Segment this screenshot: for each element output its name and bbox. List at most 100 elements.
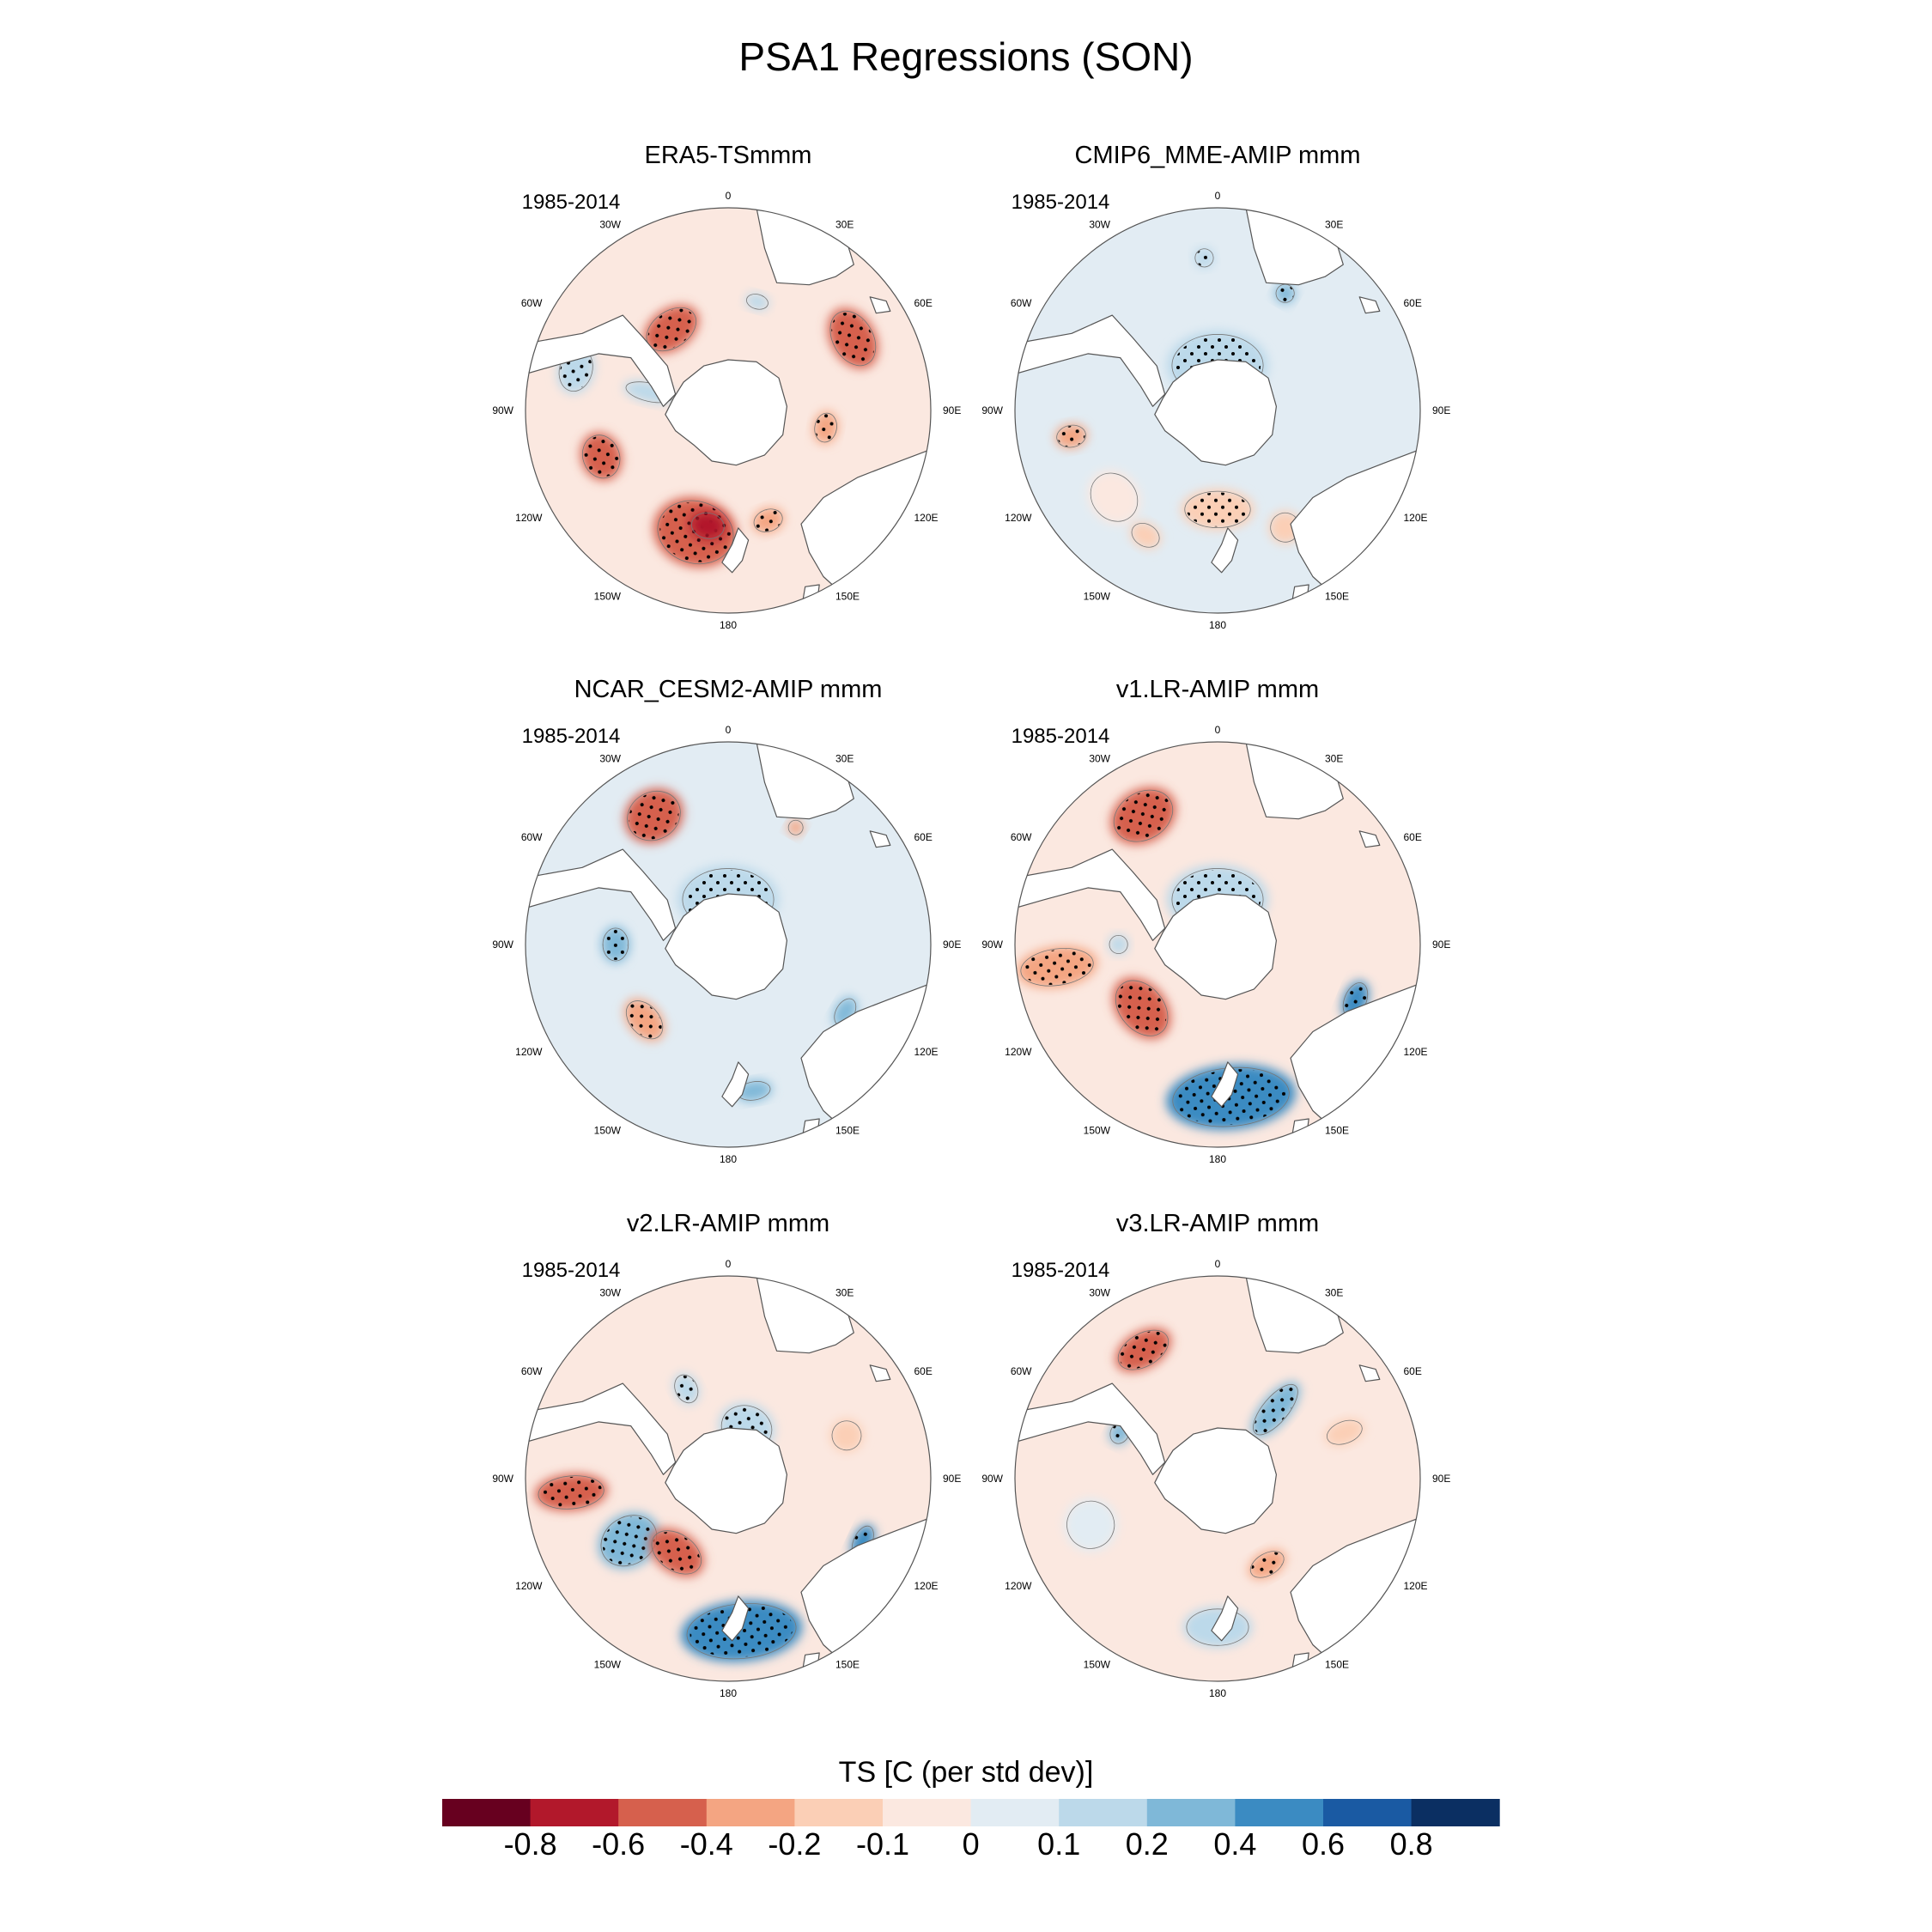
contour-line: [1184, 490, 1251, 529]
significance-stipple: [629, 792, 679, 840]
panel-title: v1.LR-AMIP mmm: [1116, 676, 1319, 703]
lon-label: 0: [1215, 1258, 1221, 1270]
contour-line: [627, 790, 681, 841]
lon-label: 120W: [515, 1580, 543, 1592]
colorbar-box: [1411, 1799, 1500, 1826]
colorbar-labels: -0.8 -0.6 -0.4 -0.2 -0.1 0 0.1 0.2 0.4 0.6 0.8: [504, 1826, 1433, 1862]
contour-line: [814, 412, 837, 443]
lon-label: 60W: [1011, 1365, 1032, 1377]
significance-stipple: [1251, 1552, 1284, 1577]
lon-label: 90E: [1432, 1473, 1450, 1485]
significance-stipple: [675, 1376, 698, 1402]
colorbar-box: [530, 1799, 619, 1826]
contour-line: [600, 1515, 658, 1567]
land-antarctica: [1154, 893, 1278, 1000]
colorbar-tick-label: -0.6: [592, 1826, 645, 1862]
anomaly-region: [787, 819, 805, 836]
lon-label: 30W: [1089, 753, 1110, 765]
lon-label: 150E: [1325, 1659, 1349, 1671]
land-madagascar: [1358, 1364, 1381, 1382]
land-antarctica: [665, 1427, 788, 1534]
panel-title: v3.LR-AMIP mmm: [1116, 1210, 1319, 1237]
lon-label: 90E: [943, 404, 961, 416]
lon-label: 90W: [492, 939, 513, 951]
significance-stipple: [690, 1605, 793, 1658]
lon-label: 150W: [594, 1659, 622, 1671]
lon-label: 60E: [1404, 831, 1422, 843]
significance-stipple: [653, 1532, 701, 1573]
panel-title: v2.LR-AMIP mmm: [627, 1210, 829, 1237]
contour-line: [1275, 283, 1295, 303]
lon-label: 150E: [835, 1125, 860, 1137]
anomaly-region: [1325, 1419, 1364, 1446]
contour-line: [1253, 1383, 1298, 1436]
lon-label: 30W: [599, 753, 621, 765]
lon-label: 120E: [1404, 512, 1428, 524]
land-southamerica: [526, 314, 677, 407]
lon-label: 60W: [521, 297, 543, 309]
contour-line: [1020, 948, 1094, 987]
colorbar-box: [1146, 1799, 1236, 1826]
map-panel-v2-lr-amip-mmm: v2.LR-AMIP mmm 1985-2014 0 30E 60E 90E 120E 150…: [492, 1210, 961, 1699]
colorbar-box: [618, 1799, 708, 1826]
lon-label: 90E: [943, 939, 961, 951]
land-southamerica: [1015, 314, 1166, 407]
significance-stipple: [627, 1001, 662, 1038]
map-panel-ncar-cesm2-amip-mmm: NCAR_CESM2-AMIP mmm 1985-2014 0 30E 60E 90E 12…: [492, 676, 961, 1165]
lon-label: 0: [726, 1258, 732, 1270]
lon-label: 90E: [1432, 404, 1450, 416]
lon-label: 180: [1209, 619, 1226, 631]
contour-line: [1109, 934, 1128, 955]
contour-line: [1066, 1500, 1115, 1549]
panel-period: 1985-2014: [522, 725, 621, 748]
land-southamerica: [526, 848, 677, 941]
contour-line: [829, 311, 877, 367]
anomaly-region: [1268, 511, 1302, 544]
colorbar-tick-label: 0.1: [1037, 1826, 1080, 1862]
lon-label: 120E: [914, 512, 939, 524]
colorbar-box: [1323, 1799, 1413, 1826]
map-boundary: [525, 1275, 932, 1682]
contour-line: [538, 1475, 605, 1510]
anomaly-region: [1088, 470, 1140, 525]
colorbar-box: [1059, 1799, 1148, 1826]
lon-label: 30W: [599, 219, 621, 231]
contour-line: [787, 819, 804, 835]
contour-line: [1327, 1419, 1363, 1445]
lon-label: 120W: [1005, 1580, 1032, 1592]
anomaly-region: [745, 293, 769, 311]
lon-label: 30E: [835, 219, 854, 231]
lon-label: 0: [726, 190, 732, 202]
contour-line: [753, 508, 783, 532]
significance-stipple: [583, 436, 619, 477]
lon-label: 30W: [1089, 219, 1110, 231]
anomaly-region: [1130, 521, 1161, 549]
map-field: [1015, 742, 1420, 1147]
lon-label: 30W: [599, 1287, 621, 1299]
land-madagascar: [869, 830, 891, 848]
significance-stipple: [603, 928, 628, 961]
significance-stipple: [602, 1516, 655, 1565]
land-newzealand: [721, 1061, 750, 1108]
significance-stipple: [1119, 1331, 1168, 1369]
lon-label: 150E: [835, 591, 860, 603]
lon-label: 90W: [981, 404, 1003, 416]
figure-title: PSA1 Regressions (SON): [738, 34, 1193, 79]
map-panel-cmip6-mme-amip-mmm: CMIP6_MME-AMIP mmm 1985-2014 0 30E 60E 90E 120…: [981, 142, 1450, 631]
significance-stipple: [1186, 492, 1249, 527]
lon-label: 60E: [1404, 297, 1422, 309]
lon-label: 150W: [594, 591, 622, 603]
colorbar-box: [1235, 1799, 1324, 1826]
contour-line: [1056, 424, 1086, 448]
panel-title: CMIP6_MME-AMIP mmm: [1075, 142, 1361, 169]
colorbar-tick-label: 0: [963, 1826, 980, 1862]
lon-label: 60W: [1011, 297, 1032, 309]
panel-period: 1985-2014: [522, 191, 621, 214]
lon-label: 180: [720, 619, 737, 631]
contour-line: [1194, 248, 1214, 268]
lon-label: 60E: [1404, 1365, 1422, 1377]
contour-line: [1113, 789, 1174, 842]
lon-label: 60E: [914, 831, 933, 843]
significance-stipple: [815, 414, 836, 441]
